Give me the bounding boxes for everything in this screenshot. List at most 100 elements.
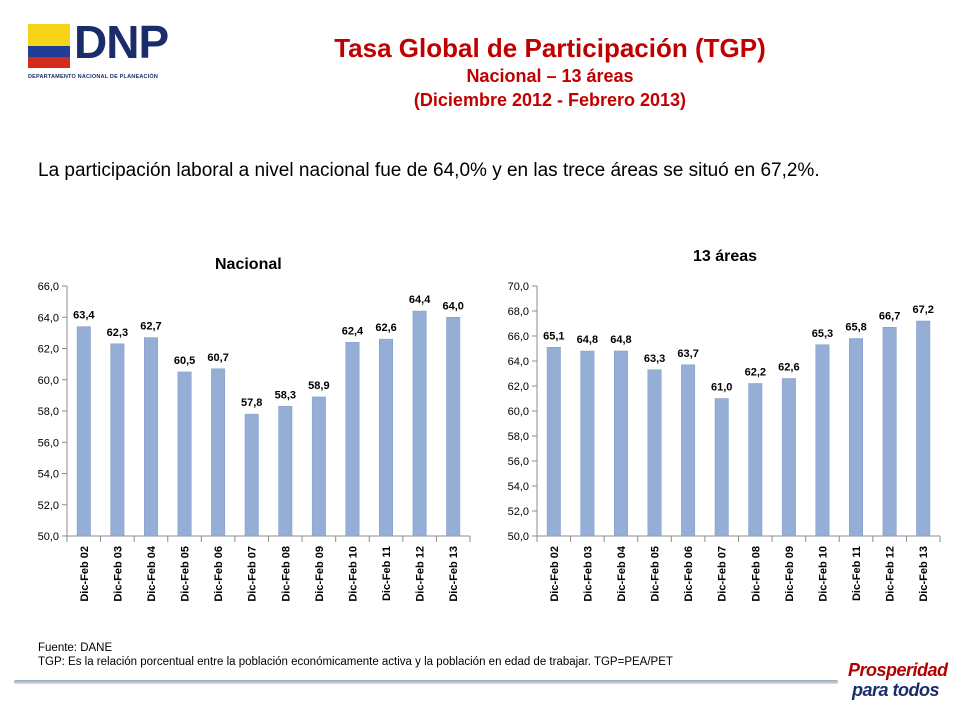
header: Tasa Global de Participación (TGP) Nacio… [220, 32, 880, 112]
y-tick-label: 56,0 [38, 437, 59, 449]
y-tick-label: 60,0 [508, 406, 529, 418]
x-tick-label: Dic-Feb 06 [213, 546, 225, 602]
y-tick-label: 52,0 [38, 500, 59, 512]
source-note: Fuente: DANE TGP: Es la relación porcent… [38, 641, 673, 669]
y-tick-label: 70,0 [508, 281, 529, 293]
bar [882, 327, 897, 537]
colombia-flag-icon [28, 24, 70, 68]
x-tick-label: Dic-Feb 11 [851, 546, 863, 601]
page-title: Tasa Global de Participación (TGP) [334, 33, 766, 63]
data-label: 62,7 [140, 321, 161, 333]
bar [613, 350, 628, 537]
y-tick-label: 56,0 [508, 456, 529, 468]
bar [815, 344, 830, 537]
y-tick-label: 54,0 [38, 469, 59, 481]
x-tick-label: Dic-Feb 03 [582, 546, 594, 602]
data-label: 64,8 [577, 334, 598, 346]
y-tick-label: 50,0 [508, 531, 529, 543]
data-label: 64,8 [610, 334, 631, 346]
page-subtitle: Nacional – 13 áreas [466, 66, 634, 86]
data-label: 63,3 [644, 353, 665, 365]
x-tick-label: Dic-Feb 02 [79, 546, 91, 602]
bar [177, 371, 192, 537]
prosperidad-badge: Prosperidad para todos [848, 660, 948, 702]
definition-line: TGP: Es la relación porcentual entre la … [38, 656, 673, 668]
bar [546, 347, 561, 537]
bar [647, 369, 662, 537]
bar [748, 383, 763, 537]
data-label: 67,2 [912, 304, 933, 316]
data-label: 63,7 [677, 348, 698, 360]
x-tick-label: Dic-Feb 09 [314, 546, 326, 602]
x-tick-label: Dic-Feb 11 [381, 546, 393, 601]
bar [849, 338, 864, 537]
x-tick-label: Dic-Feb 12 [415, 546, 427, 602]
bar [446, 317, 461, 537]
x-tick-label: Dic-Feb 08 [280, 546, 292, 602]
bar [278, 406, 293, 537]
bar [681, 364, 696, 537]
bar [580, 350, 595, 537]
data-label: 58,3 [275, 389, 296, 401]
data-label: 62,6 [778, 362, 799, 374]
bar [916, 320, 931, 537]
y-tick-label: 58,0 [38, 406, 59, 418]
data-label: 62,6 [375, 322, 396, 334]
x-tick-label: Dic-Feb 08 [750, 546, 762, 602]
y-tick-label: 54,0 [508, 481, 529, 493]
x-tick-label: Dic-Feb 13 [448, 546, 460, 602]
bar [211, 368, 226, 537]
intro-text: La participación laboral a nivel naciona… [38, 160, 820, 181]
bar [412, 310, 427, 537]
badge-line-2: para todos [852, 680, 940, 700]
chart-title-nacional: Nacional [215, 256, 282, 273]
data-label: 60,7 [207, 352, 228, 364]
data-label: 65,1 [543, 330, 564, 342]
bar [781, 378, 796, 537]
dnp-logo: DNP DEPARTAMENTO NACIONAL DE PLANEACIÓN [28, 16, 188, 80]
x-tick-label: Dic-Feb 02 [549, 546, 561, 602]
data-label: 62,4 [342, 325, 364, 337]
y-tick-label: 64,0 [38, 312, 59, 324]
data-label: 62,2 [745, 367, 766, 379]
bar [379, 338, 394, 537]
badge-line-1: Prosperidad [848, 660, 948, 680]
data-label: 66,7 [879, 310, 900, 322]
y-tick-label: 62,0 [508, 381, 529, 393]
x-tick-label: Dic-Feb 10 [817, 546, 829, 602]
data-label: 58,9 [308, 380, 329, 392]
x-tick-label: Dic-Feb 07 [247, 546, 259, 602]
bar-chart-13-areas: 50,0 52,0 54,0 56,0 58,0 60,0 62,0 64,0 66,0 68,0… [508, 281, 941, 602]
bar [76, 326, 91, 537]
x-tick-label: Dic-Feb 03 [112, 546, 124, 602]
y-tick-label: 62,0 [38, 344, 59, 356]
y-tick-label: 52,0 [508, 506, 529, 518]
data-label: 64,4 [409, 294, 431, 306]
y-tick-label: 60,0 [38, 375, 59, 387]
data-label: 61,0 [711, 382, 732, 394]
bar [311, 396, 326, 537]
date-range: (Diciembre 2012 - Febrero 2013) [413, 90, 687, 110]
x-tick-label: Dic-Feb 09 [784, 546, 796, 602]
x-tick-label: Dic-Feb 13 [918, 546, 930, 602]
x-tick-label: Dic-Feb 07 [717, 546, 729, 602]
x-tick-label: Dic-Feb 05 [650, 546, 662, 602]
data-label: 64,0 [442, 300, 463, 312]
data-label: 57,8 [241, 397, 262, 409]
bar-chart-nacional: 50,0 52,0 54,0 56,0 58,0 60,0 62,0 64,0 66,0 63,4… [38, 281, 471, 602]
bar [110, 343, 125, 537]
x-tick-label: Dic-Feb 10 [347, 546, 359, 602]
y-tick-label: 66,0 [38, 281, 59, 293]
data-label: 65,8 [845, 322, 866, 334]
x-tick-label: Dic-Feb 06 [683, 546, 695, 602]
chart-title-13-areas: 13 áreas [693, 248, 758, 265]
y-tick-label: 68,0 [508, 306, 529, 318]
data-label: 63,4 [73, 310, 95, 322]
bar [143, 337, 158, 537]
logo-subtitle: DEPARTAMENTO NACIONAL DE PLANEACIÓN [28, 74, 159, 80]
x-tick-label: Dic-Feb 04 [616, 545, 628, 602]
x-tick-label: Dic-Feb 04 [146, 545, 158, 602]
bar [244, 413, 259, 537]
bar [714, 398, 729, 537]
logo-wordmark: DNP [74, 16, 169, 68]
